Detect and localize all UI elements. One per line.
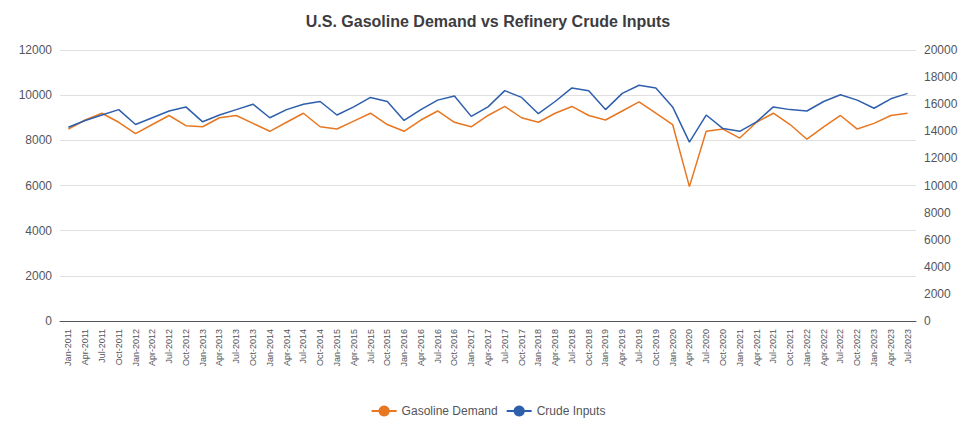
svg-text:Gasoline Demand: Gasoline Demand <box>402 404 498 418</box>
svg-text:Jan-2022: Jan-2022 <box>802 329 812 367</box>
svg-text:Jul-2013: Jul-2013 <box>231 329 241 364</box>
svg-text:Jan-2015: Jan-2015 <box>332 329 342 367</box>
svg-text:Jul-2020: Jul-2020 <box>701 329 711 364</box>
svg-text:Oct-2016: Oct-2016 <box>449 329 459 366</box>
svg-text:Jul-2012: Jul-2012 <box>164 329 174 364</box>
svg-text:Jan-2021: Jan-2021 <box>735 329 745 367</box>
svg-text:8000: 8000 <box>25 133 52 147</box>
svg-text:0: 0 <box>924 314 931 328</box>
svg-text:Apr-2011: Apr-2011 <box>80 329 90 365</box>
svg-text:Jul-2023: Jul-2023 <box>903 329 913 364</box>
svg-text:12000: 12000 <box>19 43 53 57</box>
svg-text:16000: 16000 <box>924 97 958 111</box>
svg-text:12000: 12000 <box>924 151 958 165</box>
svg-text:Jan-2018: Jan-2018 <box>533 329 543 367</box>
svg-text:8000: 8000 <box>924 206 951 220</box>
svg-text:4000: 4000 <box>25 224 52 238</box>
svg-text:Jul-2016: Jul-2016 <box>433 329 443 364</box>
svg-text:6000: 6000 <box>924 233 951 247</box>
svg-text:Jul-2019: Jul-2019 <box>634 329 644 364</box>
svg-text:Oct-2022: Oct-2022 <box>852 329 862 366</box>
svg-text:Oct-2015: Oct-2015 <box>382 329 392 366</box>
svg-text:Jul-2014: Jul-2014 <box>298 329 308 364</box>
svg-text:Apr-2020: Apr-2020 <box>684 329 694 366</box>
svg-text:Jul-2022: Jul-2022 <box>835 329 845 364</box>
svg-text:Apr-2014: Apr-2014 <box>282 329 292 366</box>
svg-text:Jul-2015: Jul-2015 <box>366 329 376 364</box>
svg-text:Apr-2015: Apr-2015 <box>349 329 359 366</box>
svg-text:Jan-2020: Jan-2020 <box>668 329 678 367</box>
svg-text:Apr-2012: Apr-2012 <box>147 329 157 366</box>
svg-text:Crude Inputs: Crude Inputs <box>537 404 606 418</box>
svg-text:Oct-2020: Oct-2020 <box>718 329 728 366</box>
svg-text:Oct-2018: Oct-2018 <box>584 329 594 366</box>
svg-text:Jan-2023: Jan-2023 <box>869 329 879 367</box>
svg-text:Jan-2019: Jan-2019 <box>600 329 610 367</box>
svg-text:Jan-2016: Jan-2016 <box>399 329 409 367</box>
svg-text:10000: 10000 <box>19 88 53 102</box>
svg-text:Oct-2013: Oct-2013 <box>248 329 258 366</box>
svg-text:Apr-2018: Apr-2018 <box>550 329 560 366</box>
svg-text:Jan-2012: Jan-2012 <box>131 329 141 367</box>
svg-text:Oct-2019: Oct-2019 <box>651 329 661 366</box>
svg-text:Oct-2012: Oct-2012 <box>181 329 191 366</box>
svg-text:Oct-2011: Oct-2011 <box>114 329 124 365</box>
svg-text:Jan-2017: Jan-2017 <box>466 329 476 367</box>
svg-text:Jan-2011: Jan-2011 <box>63 329 73 366</box>
svg-text:10000: 10000 <box>924 179 958 193</box>
svg-text:6000: 6000 <box>25 179 52 193</box>
svg-text:Jan-2013: Jan-2013 <box>198 329 208 367</box>
svg-text:2000: 2000 <box>25 269 52 283</box>
svg-text:Apr-2017: Apr-2017 <box>483 329 493 366</box>
svg-text:Oct-2021: Oct-2021 <box>785 329 795 366</box>
svg-text:U.S. Gasoline Demand vs Refine: U.S. Gasoline Demand vs Refinery Crude I… <box>306 13 671 30</box>
svg-text:Apr-2016: Apr-2016 <box>416 329 426 366</box>
svg-text:Jul-2017: Jul-2017 <box>500 329 510 364</box>
svg-text:Jan-2014: Jan-2014 <box>265 329 275 367</box>
svg-text:20000: 20000 <box>924 43 958 57</box>
svg-text:Apr-2022: Apr-2022 <box>819 329 829 366</box>
svg-text:2000: 2000 <box>924 287 951 301</box>
svg-text:Apr-2021: Apr-2021 <box>752 329 762 366</box>
svg-text:Oct-2014: Oct-2014 <box>315 329 325 366</box>
svg-text:18000: 18000 <box>924 70 958 84</box>
svg-text:0: 0 <box>45 314 52 328</box>
svg-text:4000: 4000 <box>924 260 951 274</box>
svg-text:14000: 14000 <box>924 124 958 138</box>
svg-text:Oct-2017: Oct-2017 <box>517 329 527 366</box>
svg-text:Apr-2019: Apr-2019 <box>617 329 627 366</box>
svg-text:Jul-2011: Jul-2011 <box>97 329 107 363</box>
svg-text:Apr-2023: Apr-2023 <box>886 329 896 366</box>
svg-text:Jul-2018: Jul-2018 <box>567 329 577 364</box>
svg-text:Apr-2013: Apr-2013 <box>214 329 224 366</box>
svg-text:Jul-2021: Jul-2021 <box>768 329 778 364</box>
